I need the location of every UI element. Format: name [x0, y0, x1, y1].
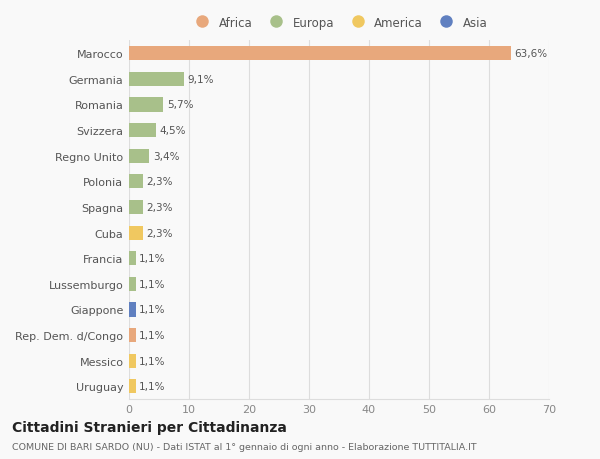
Text: 1,1%: 1,1% [139, 305, 166, 315]
Text: 1,1%: 1,1% [139, 330, 166, 341]
Text: 4,5%: 4,5% [160, 126, 186, 136]
Text: 63,6%: 63,6% [514, 49, 547, 59]
Text: Cittadini Stranieri per Cittadinanza: Cittadini Stranieri per Cittadinanza [12, 420, 287, 434]
Bar [129, 175, 143, 189]
Bar [129, 124, 156, 138]
Legend: Africa, Europa, America, Asia: Africa, Europa, America, Asia [188, 14, 490, 32]
Text: 2,3%: 2,3% [146, 228, 173, 238]
Bar [129, 73, 184, 87]
Bar [129, 47, 511, 61]
Text: 1,1%: 1,1% [139, 279, 166, 289]
Text: 9,1%: 9,1% [187, 75, 214, 84]
Text: 1,1%: 1,1% [139, 254, 166, 263]
Text: 5,7%: 5,7% [167, 100, 193, 110]
Text: 1,1%: 1,1% [139, 356, 166, 366]
Bar [129, 252, 136, 266]
Text: COMUNE DI BARI SARDO (NU) - Dati ISTAT al 1° gennaio di ogni anno - Elaborazione: COMUNE DI BARI SARDO (NU) - Dati ISTAT a… [12, 442, 476, 451]
Text: 2,3%: 2,3% [146, 177, 173, 187]
Bar [129, 149, 149, 163]
Bar [129, 328, 136, 342]
Text: 3,4%: 3,4% [153, 151, 179, 162]
Bar [129, 226, 143, 240]
Bar [129, 354, 136, 368]
Bar [129, 201, 143, 214]
Bar [129, 98, 163, 112]
Text: 1,1%: 1,1% [139, 381, 166, 392]
Bar [129, 380, 136, 393]
Bar [129, 277, 136, 291]
Bar [129, 303, 136, 317]
Text: 2,3%: 2,3% [146, 202, 173, 213]
